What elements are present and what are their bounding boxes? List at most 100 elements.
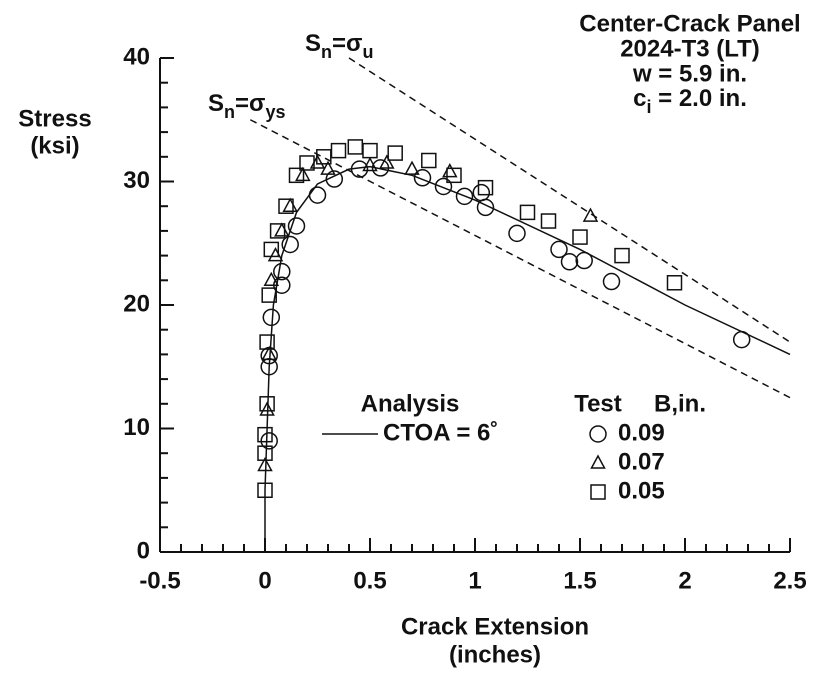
y-tick-label: 20 xyxy=(123,290,150,317)
triangle-marker xyxy=(274,222,290,237)
x-axis-title: Crack Extension xyxy=(401,613,589,640)
square-marker xyxy=(614,247,630,264)
x-tick-label: 2.5 xyxy=(773,567,806,594)
circle-marker xyxy=(262,308,281,327)
square-marker xyxy=(590,484,606,500)
x-tick-label: 1.5 xyxy=(563,567,596,594)
triangle-marker xyxy=(257,456,273,472)
square-marker xyxy=(477,179,494,196)
square-marker xyxy=(257,482,273,498)
square-marker xyxy=(362,142,378,159)
annotation-part: =σ xyxy=(332,30,362,57)
x-tick-label: 1 xyxy=(468,567,481,594)
analysis-line xyxy=(264,165,791,552)
circle-marker xyxy=(602,272,621,291)
chart-title: w = 5.9 in. xyxy=(632,60,747,87)
triangle-marker xyxy=(362,156,378,172)
square-marker xyxy=(666,275,683,291)
circle-marker xyxy=(434,177,453,196)
x-tick-label: 2 xyxy=(678,567,691,594)
triangle-marker xyxy=(442,163,458,178)
annotation-part: u xyxy=(362,42,373,62)
square-marker xyxy=(288,167,305,184)
triangle-marker xyxy=(261,345,277,361)
annotation-part: =σ xyxy=(235,90,265,117)
annotation: ci = 2.0 in. xyxy=(633,85,747,116)
y-axis-title: (ksi) xyxy=(30,132,79,159)
square-marker xyxy=(316,149,332,165)
circle-marker xyxy=(732,330,751,349)
legend-label: CTOA = 6˚ xyxy=(383,419,498,446)
triangle-marker xyxy=(590,454,606,469)
legend-label: 0.07 xyxy=(618,448,665,475)
square-marker xyxy=(540,213,557,229)
square-marker xyxy=(257,445,273,461)
square-marker xyxy=(421,152,437,169)
annotation-part: n xyxy=(224,102,235,122)
y-axis-title: Stress xyxy=(18,105,91,132)
reference-line xyxy=(249,119,791,399)
square-marker xyxy=(261,287,277,303)
circle-marker xyxy=(287,217,306,235)
circle-marker xyxy=(260,432,278,450)
circle-marker xyxy=(325,170,344,188)
y-tick-label: 30 xyxy=(123,167,150,194)
x-tick-label: 0 xyxy=(258,567,271,594)
y-tick-label: 10 xyxy=(123,414,150,441)
square-marker xyxy=(519,204,536,221)
legend-header: Test xyxy=(574,390,622,417)
triangle-marker xyxy=(582,207,599,222)
annotation: Sn=σys xyxy=(208,90,285,121)
square-marker xyxy=(278,198,294,214)
circle-marker xyxy=(560,253,579,271)
triangle-marker xyxy=(379,154,395,169)
circle-marker xyxy=(550,240,568,259)
square-marker xyxy=(387,145,403,161)
chart-title: 2024-T3 (LT) xyxy=(620,35,760,62)
triangle-marker xyxy=(282,197,298,212)
circle-marker xyxy=(350,160,369,178)
square-marker xyxy=(330,142,347,159)
square-marker xyxy=(257,426,273,443)
square-marker xyxy=(259,396,275,412)
circle-marker xyxy=(273,262,291,281)
circle-marker xyxy=(589,425,607,443)
annotation-part: S xyxy=(208,90,224,117)
annotation: Sn=σu xyxy=(305,30,373,61)
legend-header: B,in. xyxy=(654,390,706,417)
circle-marker xyxy=(575,251,593,270)
circle-marker xyxy=(308,186,327,204)
y-tick-label: 40 xyxy=(123,43,150,70)
circle-marker xyxy=(455,187,474,206)
annotation-part: = 2.0 in. xyxy=(651,85,746,112)
triangle-marker xyxy=(267,247,284,262)
annotation-part: n xyxy=(321,42,332,62)
x-tick-label: -0.5 xyxy=(139,567,180,594)
x-tick-label: 0.5 xyxy=(353,567,386,594)
legend-label: 0.09 xyxy=(618,419,665,446)
circle-marker xyxy=(508,224,526,243)
triangle-marker xyxy=(259,401,275,416)
annotation-part: ys xyxy=(265,102,285,122)
annotation-part: S xyxy=(305,30,321,57)
circle-marker xyxy=(413,169,432,187)
y-tick-label: 0 xyxy=(137,537,150,564)
circle-marker xyxy=(281,235,299,254)
square-marker xyxy=(572,229,588,245)
square-marker xyxy=(263,241,280,258)
chart-title: Center-Crack Panel xyxy=(579,10,800,37)
annotation-part: i xyxy=(646,97,651,117)
square-marker xyxy=(347,139,364,155)
triangle-marker xyxy=(320,160,336,175)
square-marker xyxy=(269,223,286,239)
annotation-part: c xyxy=(633,85,646,112)
triangle-marker xyxy=(263,271,280,287)
circle-marker xyxy=(472,183,491,202)
square-marker xyxy=(259,334,275,350)
legend-label: 0.05 xyxy=(618,477,665,504)
x-axis-title: (inches) xyxy=(449,641,541,668)
square-marker xyxy=(299,155,315,171)
legend-header: Analysis xyxy=(361,390,460,417)
reference-line xyxy=(348,57,791,343)
